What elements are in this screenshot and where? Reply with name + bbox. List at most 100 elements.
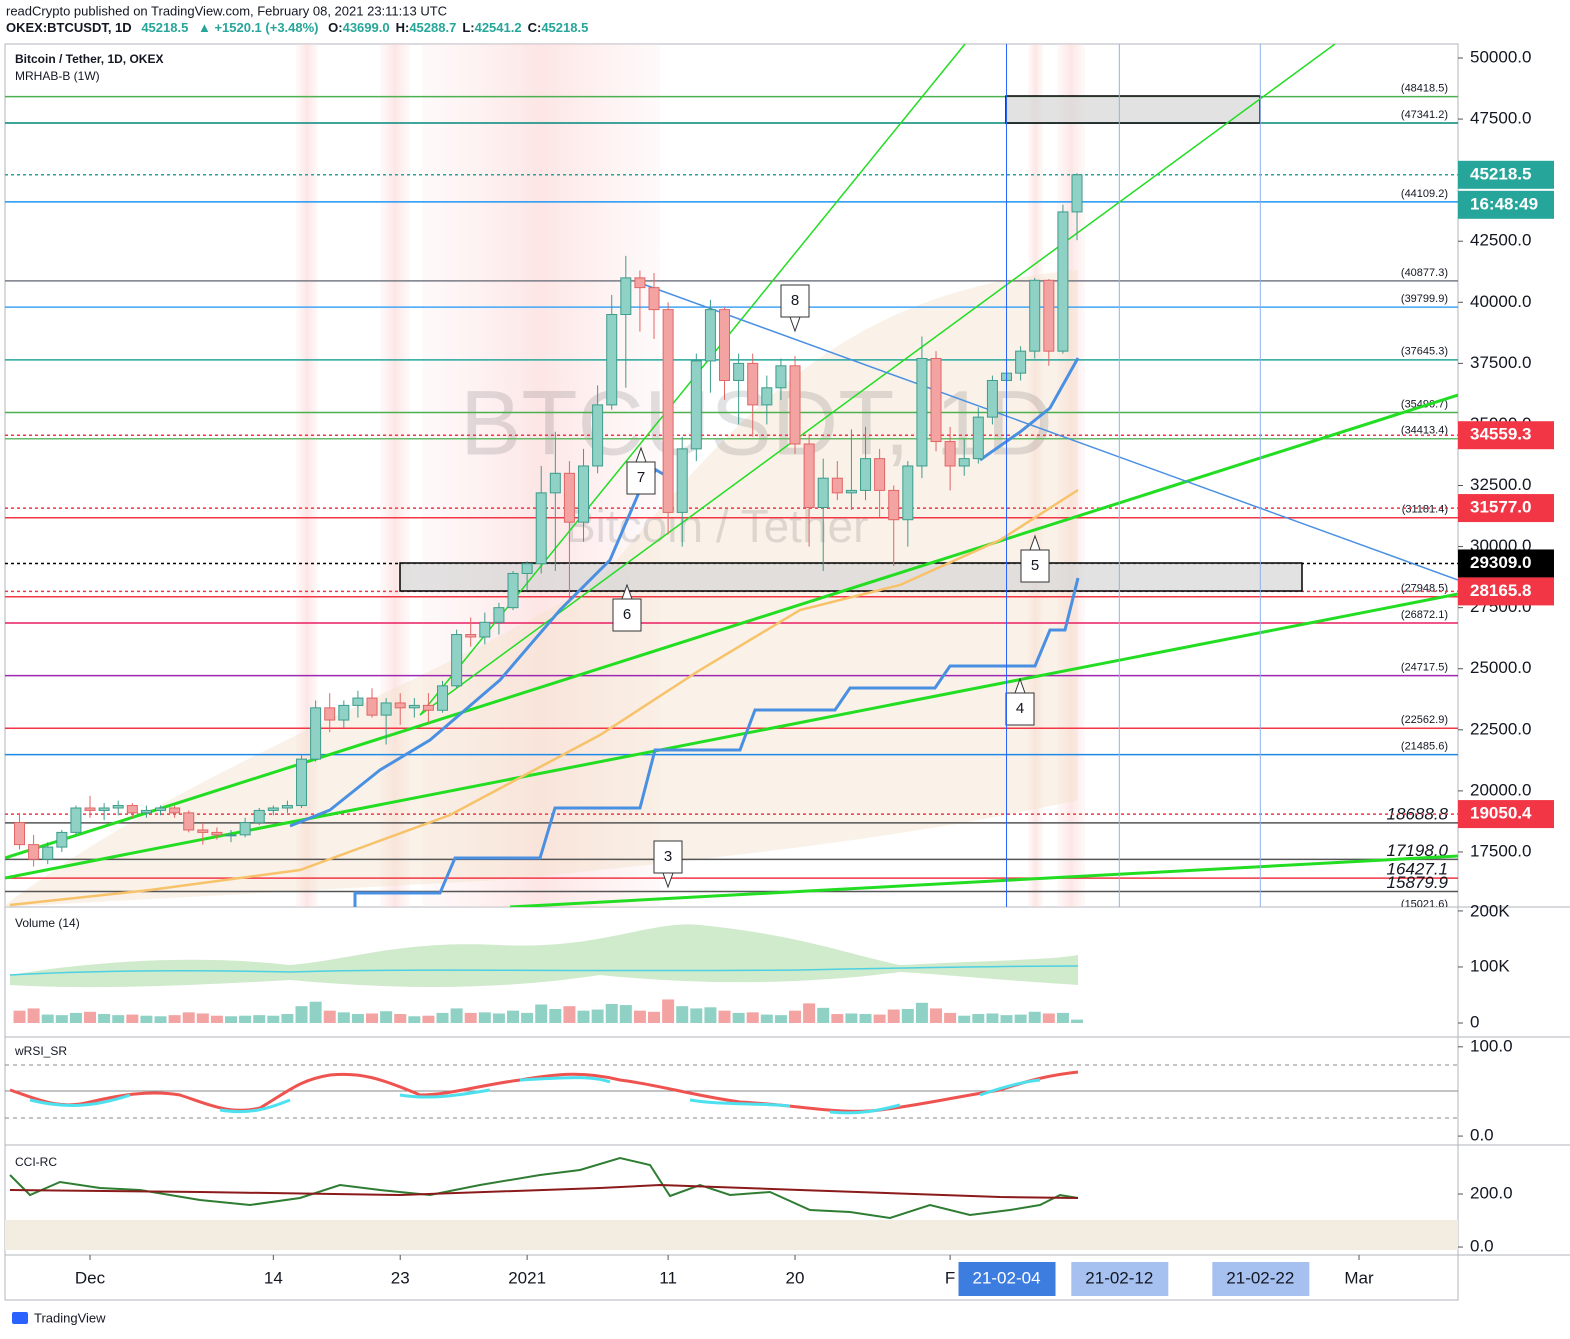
volume-bar xyxy=(464,1012,477,1023)
candle-body xyxy=(1071,174,1083,213)
ohlc-value: 45218.5 xyxy=(541,20,588,35)
volume-bar xyxy=(901,1008,914,1023)
candle-body xyxy=(267,807,279,811)
volume-bar xyxy=(986,1013,999,1023)
price-box-label: 34559.3 xyxy=(1470,425,1531,444)
cci-tick-label: 200.0 xyxy=(1470,1184,1513,1203)
volume-bar xyxy=(746,1012,759,1023)
level-label: (15021.6) xyxy=(1401,898,1448,910)
volume-bar xyxy=(380,1011,393,1023)
volume-bar xyxy=(732,1012,745,1023)
candle-body xyxy=(803,443,815,509)
candle-body xyxy=(394,702,406,709)
level-label: (24717.5) xyxy=(1401,662,1448,674)
ohlc-value: 43699.0 xyxy=(343,20,390,35)
volume-bar xyxy=(408,1016,421,1023)
candle-body xyxy=(451,634,463,687)
candle-body xyxy=(253,809,265,824)
candle-body xyxy=(634,277,646,289)
callouts: 3 4 5 6 7 8 xyxy=(612,284,1050,889)
candle-body xyxy=(958,458,970,467)
callout-label: 7 xyxy=(637,469,645,486)
candle-body xyxy=(225,834,237,837)
candle-body xyxy=(1057,211,1069,352)
candle-body xyxy=(902,465,914,521)
y-tick-label: 17500.0 xyxy=(1470,841,1531,860)
candle-body xyxy=(324,707,336,721)
candle-body xyxy=(578,465,590,523)
volume-bar xyxy=(915,1002,928,1023)
level-label: (39799.9) xyxy=(1401,293,1448,305)
y-tick-label: 25000.0 xyxy=(1470,658,1531,677)
y-tick-label: 22500.0 xyxy=(1470,719,1531,738)
candle-body xyxy=(535,492,547,565)
level-label: (26872.1) xyxy=(1401,609,1448,621)
volume-bar xyxy=(831,1014,844,1023)
last-price: 45218.5 xyxy=(141,20,188,35)
candle-body xyxy=(197,829,209,833)
footer-logo xyxy=(12,1312,28,1324)
volume-bar xyxy=(605,1003,618,1023)
candle-body xyxy=(972,416,984,460)
cci-tick-label: 0.0 xyxy=(1470,1237,1494,1256)
level-label: 17198.0 xyxy=(1387,841,1449,860)
candle-body xyxy=(761,387,773,406)
candle-body xyxy=(352,697,364,706)
candle-body xyxy=(98,807,110,811)
candle-body xyxy=(592,404,604,467)
candle-body xyxy=(84,807,96,811)
volume-bar xyxy=(648,1011,661,1023)
countdown-box xyxy=(1458,190,1554,219)
ohlc-key: O: xyxy=(328,20,342,35)
volume-bar xyxy=(41,1014,54,1023)
candle-body xyxy=(408,704,420,709)
footer: TradingView xyxy=(34,1310,106,1325)
candle-body xyxy=(1029,279,1041,352)
volume-bar xyxy=(887,1009,900,1023)
volume-bar xyxy=(55,1015,68,1023)
volume-bar xyxy=(507,1010,520,1023)
candle-body xyxy=(155,807,167,811)
volume-bar xyxy=(366,1013,379,1023)
volume-bar xyxy=(535,1004,548,1023)
candle-body xyxy=(380,702,392,716)
volume-bar xyxy=(478,1012,491,1023)
callout-box xyxy=(1020,534,1050,583)
volume-bar xyxy=(492,1013,505,1023)
date-marker-label: 21-02-04 xyxy=(972,1268,1040,1287)
candle-body xyxy=(281,805,293,809)
volume-bar xyxy=(309,1001,322,1023)
price-box xyxy=(1458,160,1554,189)
volume-bar xyxy=(13,1010,26,1023)
callout-label: 8 xyxy=(791,292,799,309)
change: +1520.1 (+3.48%) xyxy=(214,20,318,35)
weekly-step xyxy=(353,577,1080,907)
candle-body xyxy=(620,277,632,316)
volume-bar xyxy=(633,1010,646,1023)
candle-body xyxy=(507,572,519,609)
volume-bar xyxy=(126,1014,139,1023)
volume-bar xyxy=(873,1014,886,1023)
candle-body xyxy=(140,809,152,814)
candle-body xyxy=(42,846,54,860)
candle-body xyxy=(1015,350,1027,374)
volume-bar xyxy=(422,1015,435,1023)
x-tick-label: 20 xyxy=(786,1268,805,1287)
candle-body xyxy=(521,563,533,574)
volume-bar xyxy=(253,1015,266,1023)
candle-body xyxy=(70,807,82,833)
volume-bar xyxy=(225,1016,238,1023)
x-tick-label: Mar xyxy=(1344,1268,1374,1287)
volume-bar xyxy=(817,1007,830,1023)
callout-label: 5 xyxy=(1031,557,1039,574)
volume-bar xyxy=(591,1009,604,1023)
volume-bar xyxy=(140,1015,153,1023)
price-box xyxy=(1458,549,1554,578)
change-arrow: ▲ xyxy=(198,20,211,35)
volume-bar xyxy=(1042,1013,1055,1023)
candle-body xyxy=(239,822,251,836)
price-box xyxy=(1458,800,1554,829)
volume-bar xyxy=(1000,1015,1013,1023)
callout-label: 6 xyxy=(623,606,631,623)
